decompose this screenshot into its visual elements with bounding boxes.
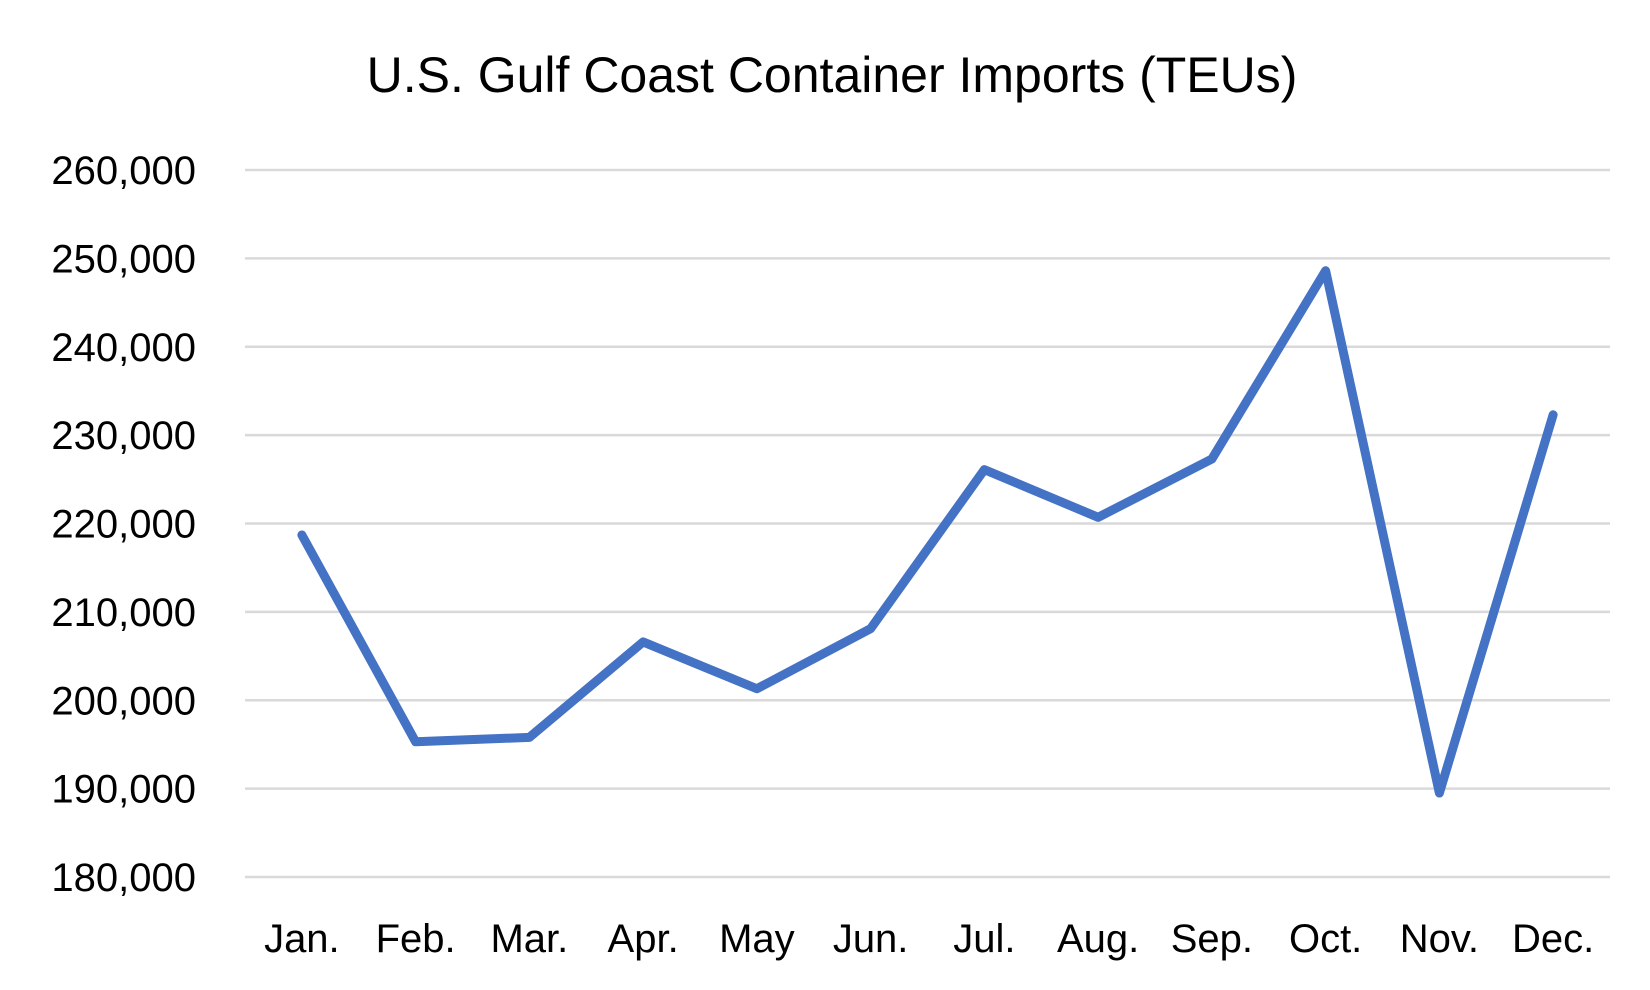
y-tick-label: 180,000 — [51, 856, 196, 900]
x-tick-label: Mar. — [490, 917, 568, 961]
x-tick-label: May — [719, 917, 795, 961]
y-tick-label: 260,000 — [51, 149, 196, 193]
x-tick-label: Oct. — [1289, 917, 1362, 961]
y-tick-label: 190,000 — [51, 768, 196, 812]
y-tick-label: 200,000 — [51, 679, 196, 723]
x-tick-label: Jun. — [833, 917, 909, 961]
series-line — [297, 266, 1558, 798]
x-tick-label: Aug. — [1057, 917, 1139, 961]
y-tick-label: 220,000 — [51, 503, 196, 547]
x-axis-ticks: Jan. Feb. Mar. Apr. May Jun. Jul. Aug. Sep. Oct. N… — [264, 917, 1594, 961]
x-tick-label: Jan. — [264, 917, 340, 961]
y-tick-label: 250,000 — [51, 237, 196, 281]
gridlines — [245, 168, 1610, 879]
series-layer — [297, 266, 1558, 798]
y-axis-ticks: 180,000 190,000 200,000 210,000 220,000 230,0… — [51, 149, 196, 900]
y-tick-label: 230,000 — [51, 414, 196, 458]
x-tick-label: Nov. — [1400, 917, 1479, 961]
x-tick-label: Feb. — [376, 917, 456, 961]
y-tick-label: 240,000 — [51, 326, 196, 370]
x-tick-label: Dec. — [1512, 917, 1594, 961]
y-tick-label: 210,000 — [51, 591, 196, 635]
x-tick-label: Jul. — [953, 917, 1015, 961]
x-tick-label: Apr. — [608, 917, 679, 961]
x-tick-label: Sep. — [1171, 917, 1253, 961]
chart-title: U.S. Gulf Coast Container Imports (TEUs) — [367, 47, 1298, 103]
